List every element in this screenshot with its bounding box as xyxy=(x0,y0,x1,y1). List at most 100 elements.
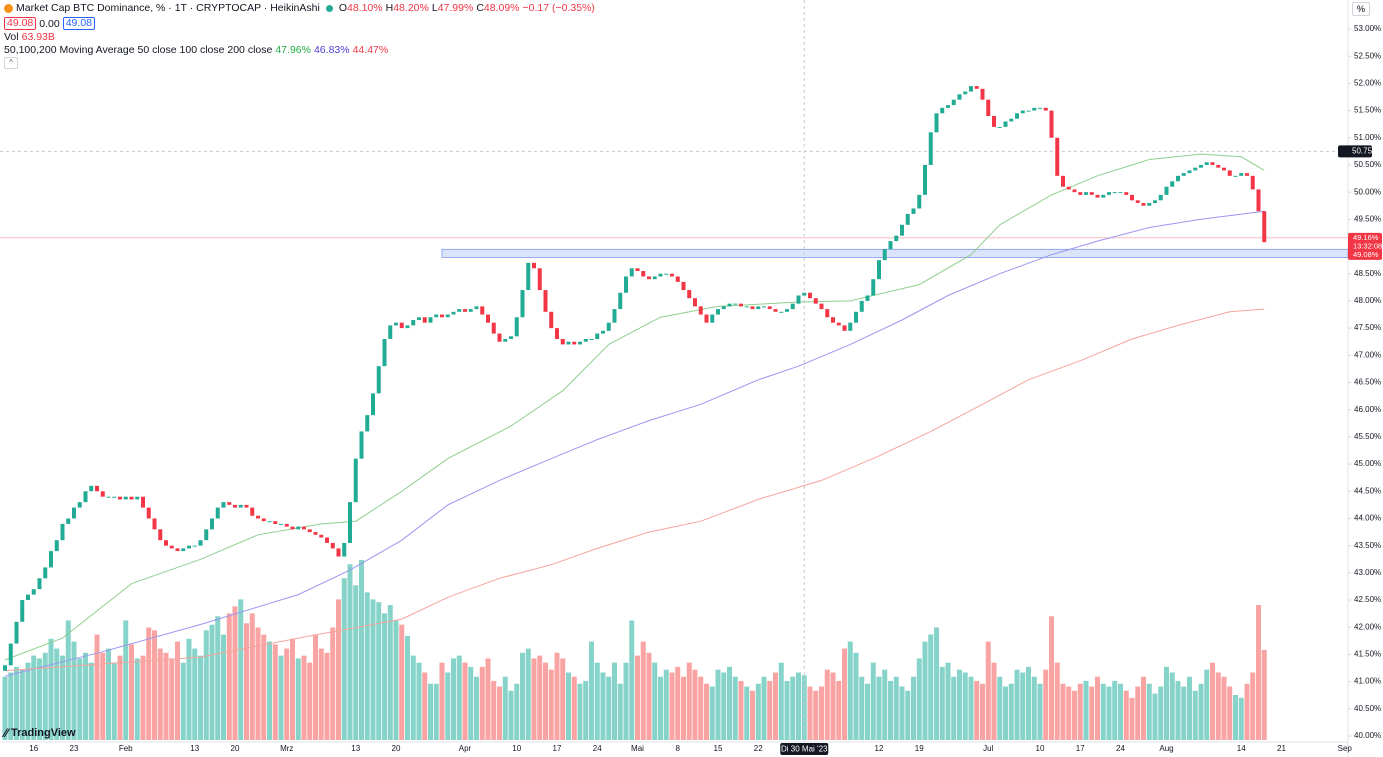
volume-bar xyxy=(261,634,267,740)
volume-bar xyxy=(646,652,652,740)
candle-body xyxy=(210,518,214,530)
volume-bar xyxy=(1031,676,1037,740)
volume-bar xyxy=(985,641,991,740)
candle-body xyxy=(750,306,755,310)
candle-body xyxy=(537,268,542,291)
volume-bar xyxy=(784,680,790,740)
volume-bar xyxy=(1227,686,1233,740)
candle-body xyxy=(325,537,329,543)
candle-body xyxy=(802,292,807,296)
volume-bar xyxy=(77,658,83,740)
candle-body xyxy=(1199,164,1203,168)
logo-text: TradingView xyxy=(11,727,76,739)
candle-body xyxy=(49,551,53,568)
candle-body xyxy=(819,303,824,310)
volume-bar xyxy=(502,676,508,740)
volume-bar xyxy=(1037,683,1043,740)
candle-body xyxy=(779,311,784,313)
unit-button[interactable]: % xyxy=(1352,2,1370,16)
y-tick-label: 43.00% xyxy=(1354,568,1381,577)
candle-body xyxy=(704,314,709,323)
volume-bar xyxy=(330,627,336,740)
y-tick-label: 52.50% xyxy=(1354,51,1381,60)
volume-bar xyxy=(675,666,681,740)
candle-body xyxy=(911,208,916,214)
volume-bar xyxy=(819,686,824,740)
volume-bar xyxy=(761,676,767,740)
volume-bar xyxy=(1152,693,1158,740)
volume-bar xyxy=(635,655,640,740)
candle-body xyxy=(980,88,985,100)
collapse-button[interactable]: ^ xyxy=(4,57,18,69)
volume-bar xyxy=(1026,666,1031,740)
candle-body xyxy=(969,86,973,92)
volume-bar xyxy=(364,592,370,740)
candle-body xyxy=(1015,113,1019,119)
crosshair-y-label: 50.75% xyxy=(1352,146,1379,155)
legend-row: Vol 63.93B xyxy=(4,31,55,43)
candle-body xyxy=(934,113,939,133)
volume-bar xyxy=(71,641,77,740)
candle-body xyxy=(566,341,571,345)
volume-value: 63.93B xyxy=(21,31,55,43)
volume-bar xyxy=(111,662,117,740)
candle-body xyxy=(739,303,743,307)
volume-bar xyxy=(583,680,589,740)
volume-bar xyxy=(514,683,520,740)
candle-body xyxy=(353,458,358,503)
candle-body xyxy=(514,317,519,337)
candle-body xyxy=(1170,181,1175,187)
candle-body xyxy=(215,507,220,519)
candle-body xyxy=(83,491,88,503)
candle-body xyxy=(836,322,841,326)
candle-body xyxy=(100,491,105,497)
candle-body xyxy=(785,309,789,312)
volume-bar xyxy=(290,638,295,740)
candle-body xyxy=(307,529,312,533)
candle-body xyxy=(141,496,145,508)
candle-body xyxy=(451,311,456,315)
candle-body xyxy=(842,325,847,331)
candle-body xyxy=(279,523,283,525)
volume-bar xyxy=(721,672,727,740)
candle-body xyxy=(284,523,289,527)
candle-body xyxy=(135,496,140,500)
volume-bar xyxy=(1169,672,1175,740)
candle-body xyxy=(670,273,674,277)
volume-bar xyxy=(709,686,715,740)
candle-body xyxy=(698,306,703,315)
volume-bar xyxy=(341,578,347,740)
x-tick-label: 10 xyxy=(1036,744,1045,753)
volume-bar xyxy=(796,672,801,740)
volume-bar xyxy=(916,658,922,740)
x-tick-label: 24 xyxy=(593,744,602,753)
candle-body xyxy=(1072,189,1077,193)
candle-body xyxy=(1112,192,1117,194)
price-tag-label: 13:32:08 xyxy=(1353,241,1382,250)
volume-bar xyxy=(318,648,324,740)
candle-body xyxy=(152,518,157,530)
volume-bar xyxy=(244,623,249,740)
volume-bar xyxy=(382,613,387,740)
y-tick-label: 51.50% xyxy=(1354,106,1381,115)
candle-body xyxy=(1130,194,1134,201)
y-tick-label: 49.50% xyxy=(1354,214,1381,223)
crosshair-x-box xyxy=(780,743,829,755)
x-tick-label: 22 xyxy=(754,744,763,753)
volume-bar xyxy=(474,676,479,740)
candle-body xyxy=(480,306,485,315)
candle-body xyxy=(474,306,479,310)
ohlc-value: 48.10% xyxy=(347,2,383,14)
candle-body xyxy=(158,529,163,541)
volume-bar xyxy=(623,662,629,740)
volume-bar xyxy=(209,624,215,740)
volume-bar xyxy=(778,662,784,740)
volume-bar xyxy=(640,641,646,740)
legend-row: 49.08 0.00 49.08 xyxy=(4,17,95,30)
candle-body xyxy=(54,540,59,552)
candle-body xyxy=(583,338,588,342)
candle-body xyxy=(8,643,13,666)
candle-body xyxy=(1032,107,1037,111)
candle-body xyxy=(256,515,260,519)
